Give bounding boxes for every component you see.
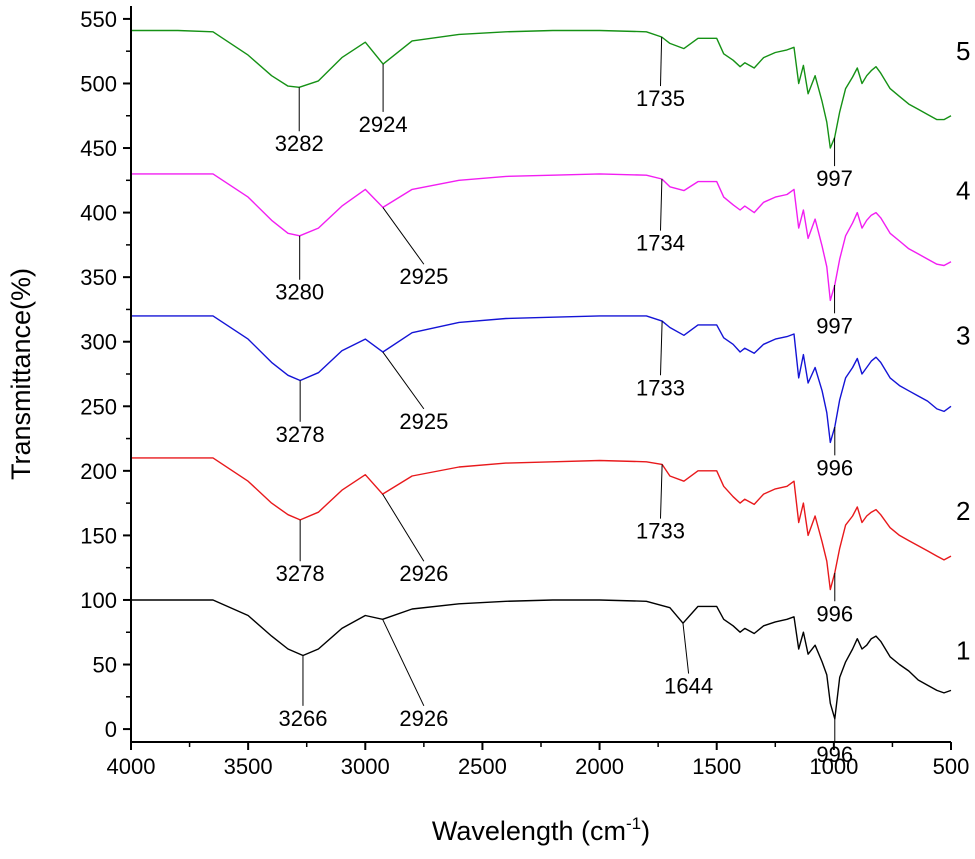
y-tick-label: 100 <box>80 588 117 613</box>
annotation-label: 1644 <box>664 674 713 699</box>
annotation-leader <box>659 321 663 376</box>
x-axis-title: Wavelength (cm-1) <box>432 814 650 846</box>
annotation-label: 2925 <box>399 264 448 289</box>
annotation-leader <box>382 493 425 562</box>
y-tick-label: 250 <box>80 394 117 419</box>
x-axis-title-main: Wavelength (cm <box>432 816 626 846</box>
x-tick-label: 4000 <box>107 754 156 779</box>
x-tick-label: 1500 <box>692 754 741 779</box>
curve-label-5: 5 <box>956 36 970 66</box>
annotation-label: 3278 <box>276 561 325 586</box>
annotation-label: 1735 <box>636 86 685 111</box>
annotation-label: 996 <box>816 455 853 480</box>
annotation-label: 2925 <box>399 409 448 434</box>
y-tick-label: 150 <box>80 523 117 548</box>
y-tick-label: 550 <box>80 7 117 32</box>
x-tick-label: 500 <box>933 754 970 779</box>
x-ticks: 4000 3500 3000 2500 2000 1500 1000 500 <box>107 742 970 779</box>
annotation-label: 2924 <box>359 112 408 137</box>
annotation-label: 3282 <box>275 131 324 156</box>
x-tick-label: 3000 <box>341 754 390 779</box>
x-tick-label: 2000 <box>575 754 624 779</box>
curve-label-3: 3 <box>956 320 970 350</box>
x-tick-label: 2500 <box>458 754 507 779</box>
x-axis-title-superscript: -1 <box>626 814 641 833</box>
annotation-label: 3266 <box>278 706 327 731</box>
y-tick-label: 300 <box>80 330 117 355</box>
annotation-label: 1733 <box>636 375 685 400</box>
curve-label-1: 1 <box>956 635 970 665</box>
annotation-label: 997 <box>816 313 853 338</box>
curve-label-4: 4 <box>956 176 970 206</box>
x-axis-title-close: ) <box>641 816 650 846</box>
x-tick-label: 3500 <box>224 754 273 779</box>
annotation-label: 1733 <box>636 519 685 544</box>
annotation-label: 2926 <box>399 561 448 586</box>
series-4-line <box>131 173 952 302</box>
annotation-layer: 3266 2926 1644 996 3278 2926 1733 996 3278 2925 17… <box>275 36 971 767</box>
annotation-label: 2926 <box>399 706 448 731</box>
y-tick-label: 200 <box>80 459 117 484</box>
annotation-leader <box>682 623 690 674</box>
series-5-line <box>131 29 952 149</box>
curve-label-2: 2 <box>956 496 970 526</box>
y-tick-label: 0 <box>105 717 117 742</box>
y-tick-label: 350 <box>80 265 117 290</box>
series-layer <box>131 29 952 720</box>
annotation-leader <box>382 207 425 265</box>
series-1-line <box>131 599 952 720</box>
annotation-label: 996 <box>816 601 853 626</box>
annotation-label: 1734 <box>636 231 685 256</box>
series-3-line <box>131 315 952 444</box>
y-axis-title: Transmittance(%) <box>6 268 36 480</box>
annotation-label: 997 <box>816 166 853 191</box>
annotation-leader <box>659 179 663 231</box>
y-tick-label: 450 <box>80 136 117 161</box>
y-ticks: 0 50 100 150 200 250 300 350 400 450 500 550 <box>80 7 131 742</box>
x-tick-label: 1000 <box>809 754 858 779</box>
annotation-label: 3280 <box>275 280 324 305</box>
y-tick-label: 50 <box>93 653 117 678</box>
annotation-leader <box>659 464 663 519</box>
annotation-leader <box>382 619 425 707</box>
y-tick-label: 400 <box>80 201 117 226</box>
series-2-line <box>131 457 952 591</box>
annotation-leader <box>659 36 663 87</box>
y-tick-label: 500 <box>80 71 117 96</box>
annotation-label: 3278 <box>276 422 325 447</box>
annotation-leader <box>382 351 425 410</box>
